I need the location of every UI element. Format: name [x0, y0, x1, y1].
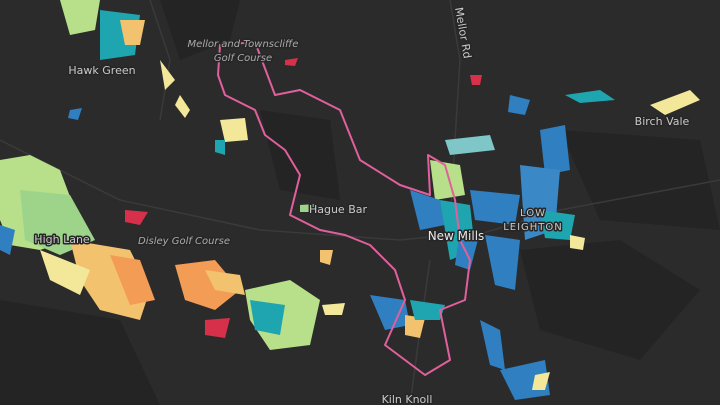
place-label: Kiln Knoll — [382, 393, 433, 405]
place-label: LEIGHTON — [503, 222, 563, 233]
place-label: Birch Vale — [635, 115, 690, 128]
place-labels: Mellor Rd Mellor and Townscliffe Golf Co… — [33, 5, 691, 405]
golf-label: Disley Golf Course — [138, 236, 230, 247]
route-boundary — [217, 41, 471, 376]
place-label: High Lane — [34, 233, 90, 246]
place-label: LOW — [520, 208, 546, 219]
place-label: Hawk Green — [68, 64, 135, 77]
place-label: Hague Bar — [309, 203, 368, 216]
town-label: New Mills — [428, 229, 485, 243]
golf-label: Golf Course — [214, 53, 272, 64]
areas — [0, 0, 700, 400]
golf-label: Mellor and Townscliffe — [188, 39, 299, 50]
